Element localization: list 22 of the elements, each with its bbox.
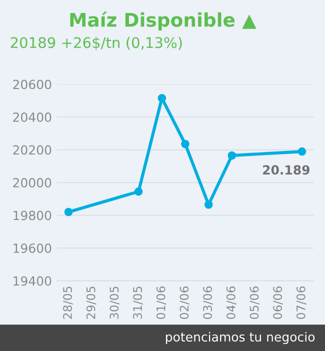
x-tick-label: 28/05 xyxy=(63,286,73,319)
x-tick-label: 06/06 xyxy=(273,286,283,319)
x-tick-label: 31/05 xyxy=(133,286,143,319)
y-tick-label: 19600 xyxy=(14,244,52,253)
x-tick-label: 02/06 xyxy=(180,286,190,319)
y-tick-label: 20600 xyxy=(13,80,52,90)
text: potenciamos tu negocio xyxy=(166,332,315,344)
x-tick-label: 01/06 xyxy=(156,286,166,319)
y-tick-label: 20000 xyxy=(13,178,52,188)
x-tick-label: 07/06 xyxy=(296,286,306,319)
chart-subtitle: 20189 +26$/tn (0,13%) xyxy=(10,36,182,50)
x-tick-label: 04/06 xyxy=(226,286,236,319)
x-tick-label: 29/05 xyxy=(86,286,96,319)
y-tick-label: 20200 xyxy=(13,145,52,155)
x-tick-label: 30/05 xyxy=(110,286,120,319)
x-tick-label: 03/06 xyxy=(203,286,213,319)
y-tick-label: 20400 xyxy=(13,112,52,122)
data-label: 20.189 xyxy=(263,165,310,175)
x-tick-label: 05/06 xyxy=(250,286,260,319)
y-tick-label: 19800 xyxy=(14,210,52,220)
y-tick-label: 19400 xyxy=(14,276,52,286)
chart-title: Maíz Disponible ▲ xyxy=(70,12,256,31)
